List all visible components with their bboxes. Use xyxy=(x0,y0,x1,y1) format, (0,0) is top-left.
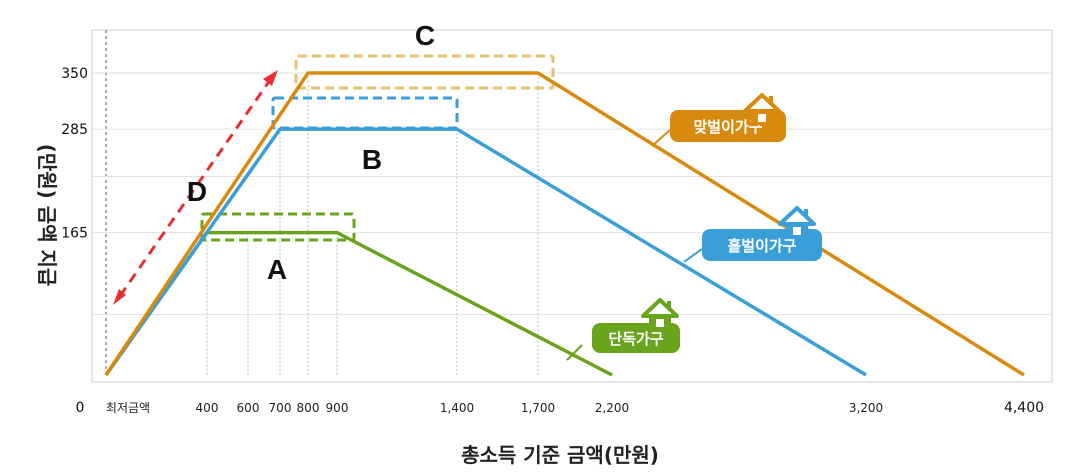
y-tick-label: 350 xyxy=(61,66,88,82)
x-axis-label: 총소득 기준 금액(만원) xyxy=(461,443,659,467)
region-label-b: B xyxy=(362,144,382,175)
x-tick-label: 800 xyxy=(297,401,320,415)
x-min-label: 최저금액 xyxy=(106,401,150,415)
plot-frame xyxy=(91,29,1053,383)
house-chimney-icon xyxy=(804,209,808,217)
region-label-a: A xyxy=(267,254,287,285)
region-label-d: D xyxy=(187,176,207,207)
household-badge-label: 단독가구 xyxy=(608,330,663,348)
x-tick-label: 2,200 xyxy=(595,401,629,415)
y-tick-label: 165 xyxy=(61,226,88,242)
x-tick-label: 400 xyxy=(196,401,219,415)
house-window-icon xyxy=(793,227,801,235)
x-tick-label: 3,200 xyxy=(849,401,883,415)
x-tick-label: 600 xyxy=(237,401,260,415)
household-badge-label: 맞벌이가구 xyxy=(693,118,762,136)
x-tick-label: 1,700 xyxy=(521,401,555,415)
annotation-arrowhead-d-high xyxy=(263,70,278,86)
badge-pointer-line xyxy=(566,344,583,361)
household-badge-label: 홑벌이가구 xyxy=(727,237,796,255)
badge-pointer-line xyxy=(651,129,671,147)
house-chimney-icon xyxy=(769,96,773,104)
badge-pointer-line xyxy=(683,248,703,263)
x-tick-label: 700 xyxy=(269,401,292,415)
annotation-arrowhead-d-low xyxy=(113,289,126,305)
annotation-arrow-d xyxy=(118,79,272,297)
annotation-box-c xyxy=(294,54,555,90)
house-window-icon xyxy=(758,114,766,122)
region-label-c: C xyxy=(415,20,435,51)
series-line-2 xyxy=(104,127,867,377)
x-tick-label: 900 xyxy=(326,401,349,415)
x-tick-label: 1,400 xyxy=(440,401,474,415)
household-badge xyxy=(592,323,680,353)
y-tick-label: 285 xyxy=(61,122,88,138)
annotation-box-a xyxy=(200,212,356,242)
x-tick-label: 4,400 xyxy=(1004,400,1044,416)
y-axis-label: (만원) 금액 지급 xyxy=(35,144,59,287)
house-chimney-icon xyxy=(667,301,671,309)
x-origin-label: 0 xyxy=(76,400,85,416)
house-window-icon xyxy=(656,319,664,327)
